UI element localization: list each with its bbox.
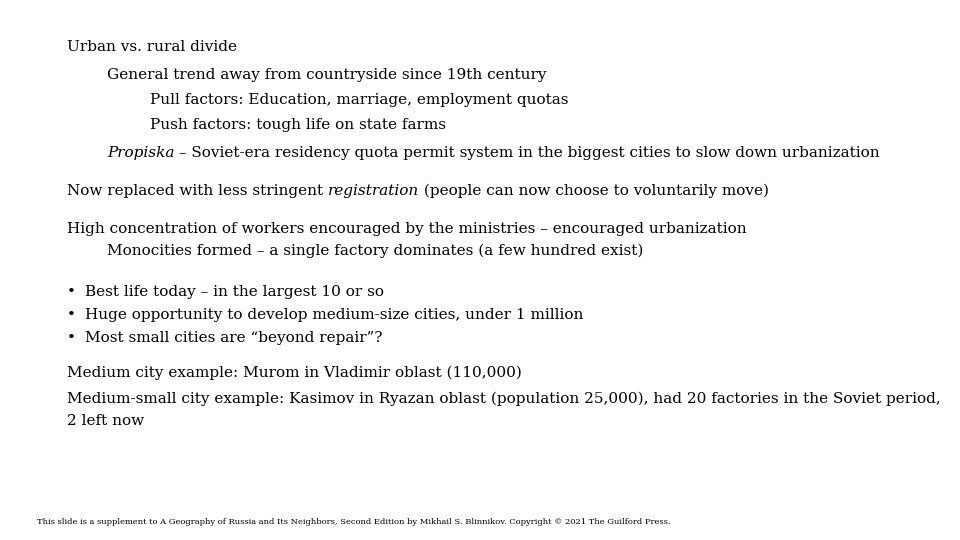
- Text: •: •: [67, 285, 76, 299]
- Text: (people can now choose to voluntarily move): (people can now choose to voluntarily mo…: [420, 184, 769, 198]
- Text: Pull factors: Education, marriage, employment quotas: Pull factors: Education, marriage, emplo…: [150, 93, 568, 107]
- Text: registration: registration: [328, 184, 420, 198]
- Text: – Soviet-era residency quota permit system in the biggest cities to slow down ur: – Soviet-era residency quota permit syst…: [175, 146, 880, 160]
- Text: Most small cities are “beyond repair”?: Most small cities are “beyond repair”?: [85, 331, 382, 345]
- Text: Huge opportunity to develop medium-size cities, under 1 million: Huge opportunity to develop medium-size …: [85, 308, 584, 322]
- Text: Push factors: tough life on state farms: Push factors: tough life on state farms: [150, 118, 446, 132]
- Text: Propiska: Propiska: [107, 146, 175, 160]
- Text: Best life today – in the largest 10 or so: Best life today – in the largest 10 or s…: [85, 285, 384, 299]
- Text: •: •: [67, 308, 76, 322]
- Text: •: •: [67, 331, 76, 345]
- Text: Now replaced with less stringent: Now replaced with less stringent: [67, 184, 328, 198]
- Text: 2 left now: 2 left now: [67, 414, 144, 428]
- Text: General trend away from countryside since 19th century: General trend away from countryside sinc…: [107, 68, 546, 82]
- Text: This slide is a supplement to A Geography of Russia and Its Neighbors, Second Ed: This slide is a supplement to A Geograph…: [37, 518, 670, 526]
- Text: High concentration of workers encouraged by the ministries – encouraged urbaniza: High concentration of workers encouraged…: [67, 222, 747, 236]
- Text: Medium city example: Murom in Vladimir oblast (110,000): Medium city example: Murom in Vladimir o…: [67, 366, 522, 380]
- Text: Urban vs. rural divide: Urban vs. rural divide: [67, 40, 237, 54]
- Text: Medium-small city example: Kasimov in Ryazan oblast (population 25,000), had 20 : Medium-small city example: Kasimov in Ry…: [67, 392, 941, 407]
- Text: Monocities formed – a single factory dominates (a few hundred exist): Monocities formed – a single factory dom…: [107, 244, 643, 259]
